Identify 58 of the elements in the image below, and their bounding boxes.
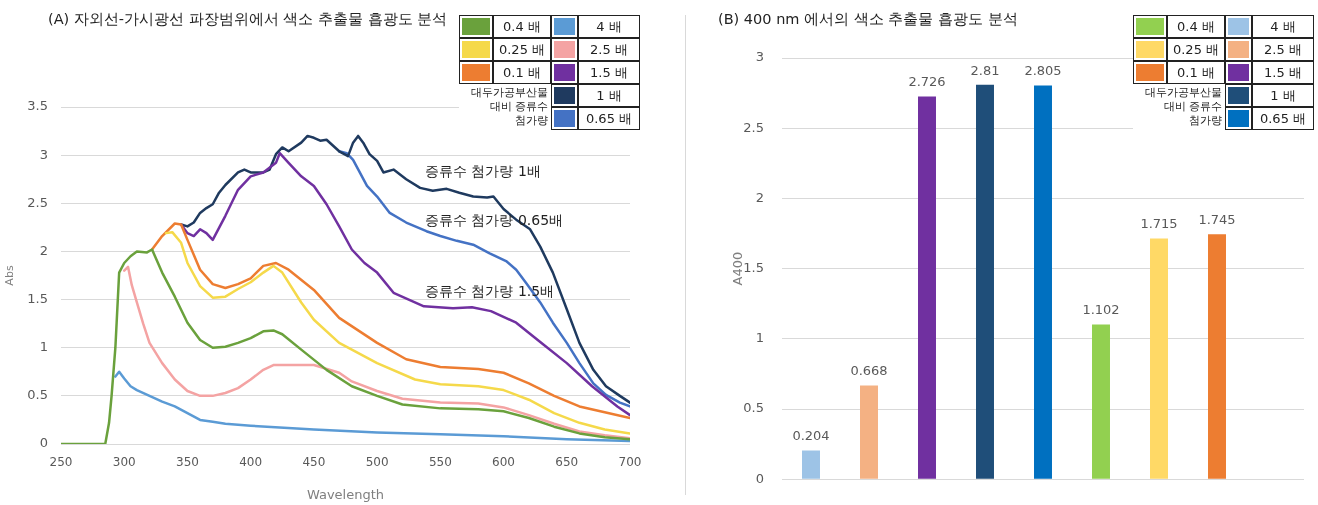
x-tick-label: 700 (618, 455, 642, 470)
y-tick-label: 1.5 (743, 259, 764, 275)
y-tick-label: 3 (39, 146, 48, 162)
y-axis-title: A400 (730, 251, 746, 286)
y-tick-label: 0.5 (27, 387, 48, 403)
legend-label: 4 배 (1252, 15, 1314, 38)
x-tick-label: 300 (112, 455, 136, 470)
y-tick-label: 1.5 (27, 290, 48, 306)
data-label: 0.668 (850, 363, 888, 379)
y-tick-label: 0.5 (743, 400, 764, 416)
y-tick-label: 3.5 (27, 98, 48, 114)
legend-title: 대두가공부산물 대비 증류수 첨가량 (470, 86, 548, 128)
chart-title: (B) 400 nm 에서의 색소 추출물 흡광도 분석 (718, 10, 1018, 29)
legend-label: 0.1 배 (1167, 61, 1225, 84)
x-axis-title: Wavelength (306, 486, 385, 502)
legend-label: 0.65 배 (578, 107, 640, 130)
legend-label: 2.5 배 (578, 38, 640, 61)
y-tick-label: 1 (755, 330, 764, 346)
y-tick-label: 3 (755, 49, 764, 65)
y-tick-label: 2 (39, 242, 48, 258)
legend-label: 0.1 배 (493, 61, 551, 84)
legend-label: 1.5 배 (1252, 61, 1314, 84)
data-label: 2.81 (970, 62, 1000, 78)
data-label: 2.805 (1024, 63, 1062, 79)
data-label: 1.715 (1140, 216, 1178, 232)
x-tick-label: 650 (555, 455, 579, 470)
x-tick-label: 350 (175, 455, 199, 470)
y-tick-label: 2.5 (27, 194, 48, 210)
legend-label: 1 배 (1252, 84, 1314, 107)
data-label: 0.204 (792, 428, 830, 444)
y-tick-label: 0 (755, 470, 764, 486)
x-tick-label: 550 (428, 455, 452, 470)
x-tick-label: 450 (302, 455, 326, 470)
legend-title: 대두가공부산물 대비 증류수 첨가량 (1144, 86, 1222, 128)
chart-title: (A) 자외선-가시광선 파장범위에서 색소 추출물 흡광도 분석 (48, 10, 448, 29)
data-label: 1.102 (1082, 302, 1120, 318)
legend-label: 0.65 배 (1252, 107, 1314, 130)
legend-label: 0.25 배 (493, 38, 551, 61)
legend-label: 0.4 배 (493, 15, 551, 38)
data-label: 2.726 (908, 74, 946, 90)
y-axis-title: Abs (3, 265, 17, 286)
annotation: 증류수 첨가량 1배 (425, 162, 541, 179)
x-tick-label: 600 (492, 455, 516, 470)
y-tick-label: 2 (755, 189, 764, 205)
data-label: 1.745 (1198, 212, 1236, 228)
legend-label: 4 배 (578, 15, 640, 38)
y-tick-label: 0 (39, 435, 48, 451)
x-tick-label: 250 (49, 455, 73, 470)
legend-label: 1.5 배 (578, 61, 640, 84)
y-tick-label: 1 (39, 339, 48, 355)
legend-label: 2.5 배 (1252, 38, 1314, 61)
x-tick-label: 500 (365, 455, 389, 470)
legend-label: 0.25 배 (1167, 38, 1225, 61)
y-tick-label: 2.5 (743, 119, 764, 135)
annotation: 증류수 첨가량 0.65배 (425, 211, 564, 228)
legend-label: 0.4 배 (1167, 15, 1225, 38)
x-tick-label: 400 (239, 455, 263, 470)
legend-label: 1 배 (578, 84, 640, 107)
